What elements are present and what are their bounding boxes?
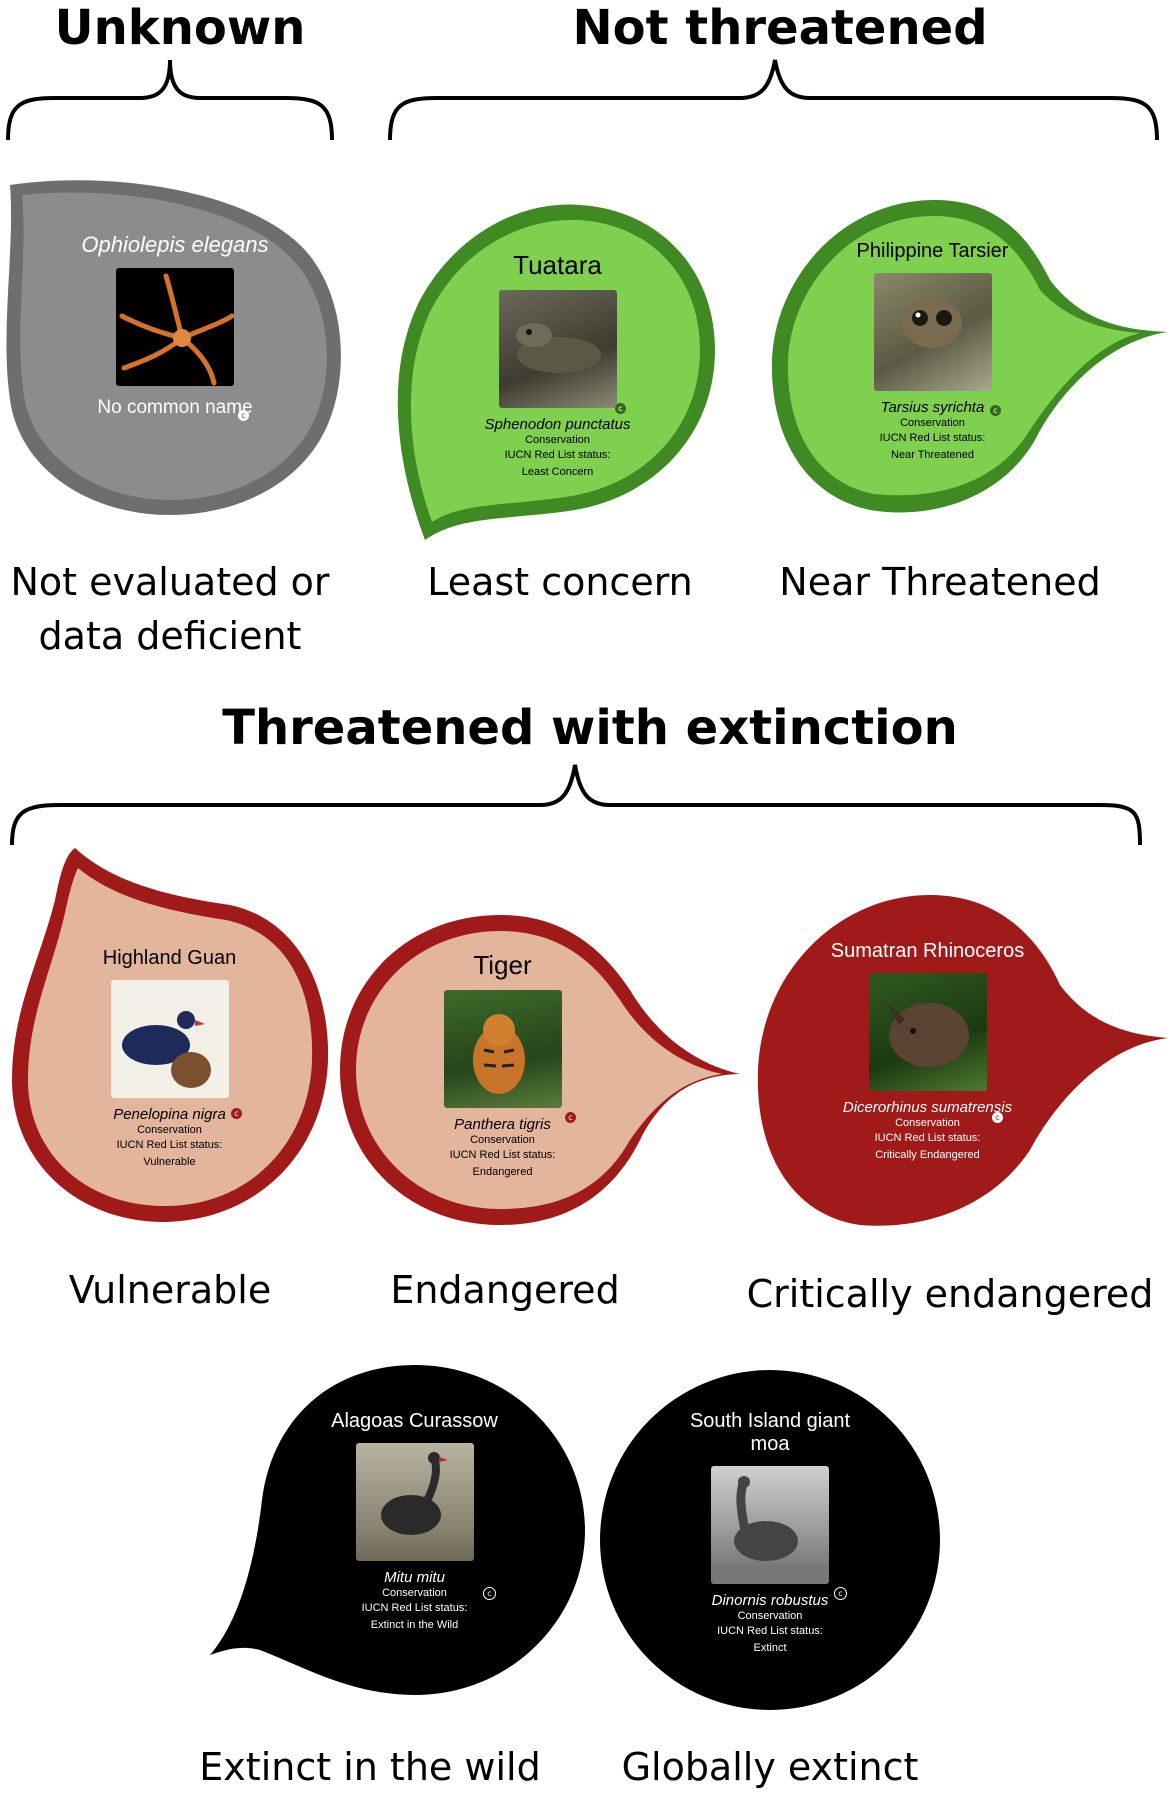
conservation-label: Conservation (895, 1117, 960, 1129)
species-photo-guan (110, 980, 229, 1098)
conservation-label: Conservation (737, 1610, 803, 1622)
category-label-endangered: Endangered (390, 1268, 620, 1312)
species-name: Sumatran Rhinoceros (830, 940, 1025, 962)
conservation-label: Conservation (382, 1587, 447, 1599)
species-photo-tarsier (873, 273, 992, 391)
species-name: Ophiolepis elegans (81, 232, 269, 257)
iucn-status: Near Threatened (891, 449, 974, 461)
copyright-icon: c (990, 405, 1001, 416)
copyright-icon: c (231, 1108, 242, 1119)
scientific-name: Mitu mitu (384, 1569, 445, 1586)
copyright-icon: c (565, 1112, 576, 1123)
species-name: Tuatara (513, 250, 602, 280)
leaf-content-critically-endangered: Sumatran Rhinoceros Dicerorhinus sumatre… (820, 940, 1035, 1164)
species-photo-tuatara (498, 290, 617, 408)
iucn-status: Vulnerable (143, 1156, 196, 1168)
copyright-icon: c (992, 1112, 1003, 1123)
scientific-name: Dinornis robustus (711, 1592, 829, 1609)
iucn-status: Endangered (472, 1166, 533, 1178)
leaf-content-extinct-in-wild: Alagoas Curassow Mitu mitu Conservation … (317, 1410, 512, 1634)
iucn-label: IUCN Red List status: (116, 1139, 223, 1151)
copyright-icon: c (834, 1587, 847, 1600)
scientific-name: Panthera tigris (454, 1116, 551, 1133)
group-heading-not-threatened: Not threatened (572, 0, 988, 56)
conservation-label: Conservation (900, 417, 965, 429)
species-photo-rhinoceros (868, 973, 987, 1091)
species-photo-curassow (355, 1443, 474, 1561)
brace-not-threatened (388, 59, 1159, 141)
species-photo-tiger (443, 990, 562, 1108)
leaf-content-least-concern: Tuatara Sphenodon punctatus Conservation… (460, 250, 655, 481)
iucn-label: IUCN Red List status: (717, 1625, 823, 1637)
iucn-status: Extinct (753, 1642, 787, 1654)
category-label-least-concern: Least concern (427, 560, 693, 604)
category-label-near-threatened: Near Threatened (779, 560, 1101, 604)
iucn-label: IUCN Red List status: (874, 1132, 981, 1144)
copyright-icon: c (483, 1587, 496, 1600)
leaf-content-globally-extinct: South Island giant moa Dinornis robustus… (670, 1410, 870, 1657)
species-photo-moa (711, 1466, 829, 1584)
category-label-globally-extinct: Globally extinct (621, 1745, 919, 1789)
species-name: Philippine Tarsier (856, 240, 1009, 262)
scientific-name: Penelopina nigra (113, 1106, 226, 1123)
species-name: Alagoas Curassow (331, 1410, 498, 1432)
iucn-status: Critically Endangered (875, 1149, 980, 1161)
species-name: Tiger (473, 950, 532, 980)
scientific-name: Tarsius syrichta (880, 399, 985, 416)
iucn-label: IUCN Red List status: (361, 1602, 468, 1614)
leaf-content-near-threatened: Philippine Tarsier Tarsius syrichta Cons… (835, 240, 1030, 464)
category-label-vulnerable: Vulnerable (68, 1268, 272, 1312)
group-heading-threatened: Threatened with extinction (222, 700, 958, 756)
iucn-label: IUCN Red List status: (449, 1149, 556, 1161)
brace-threatened (10, 764, 1142, 846)
brace-unknown (6, 59, 334, 141)
iucn-status: Least Concern (521, 466, 594, 478)
copyright-icon: c (615, 403, 626, 414)
scientific-name: Dicerorhinus sumatrensis (842, 1099, 1013, 1116)
leaf-content-vulnerable: Highland Guan Penelopina nigra Conservat… (72, 947, 267, 1171)
category-label-extinct-in-wild: Extinct in the wild (199, 1745, 541, 1789)
common-name: No common name (97, 397, 253, 418)
group-heading-unknown: Unknown (54, 0, 306, 56)
conservation-label: Conservation (470, 1134, 535, 1146)
iucn-status: Extinct in the Wild (370, 1619, 459, 1631)
conservation-label: Conservation (137, 1124, 202, 1136)
category-label-not-evaluated: Not evaluated or data deficient (10, 560, 330, 658)
species-name: Highland Guan (102, 947, 237, 969)
scientific-name: Sphenodon punctatus (484, 416, 631, 433)
leaf-content-endangered: Tiger Panthera tigris Conservation IUCN … (405, 950, 600, 1181)
species-photo-brittle-star (116, 268, 234, 386)
conservation-label: Conservation (525, 434, 590, 446)
category-label-critically-endangered: Critically endangered (746, 1272, 1154, 1316)
leaf-content-not-evaluated: Ophiolepis elegans No common name (70, 232, 280, 419)
copyright-icon: c (238, 410, 249, 421)
iucn-label: IUCN Red List status: (879, 432, 986, 444)
iucn-label: IUCN Red List status: (504, 449, 611, 461)
species-name: South Island giant moa (689, 1410, 851, 1455)
